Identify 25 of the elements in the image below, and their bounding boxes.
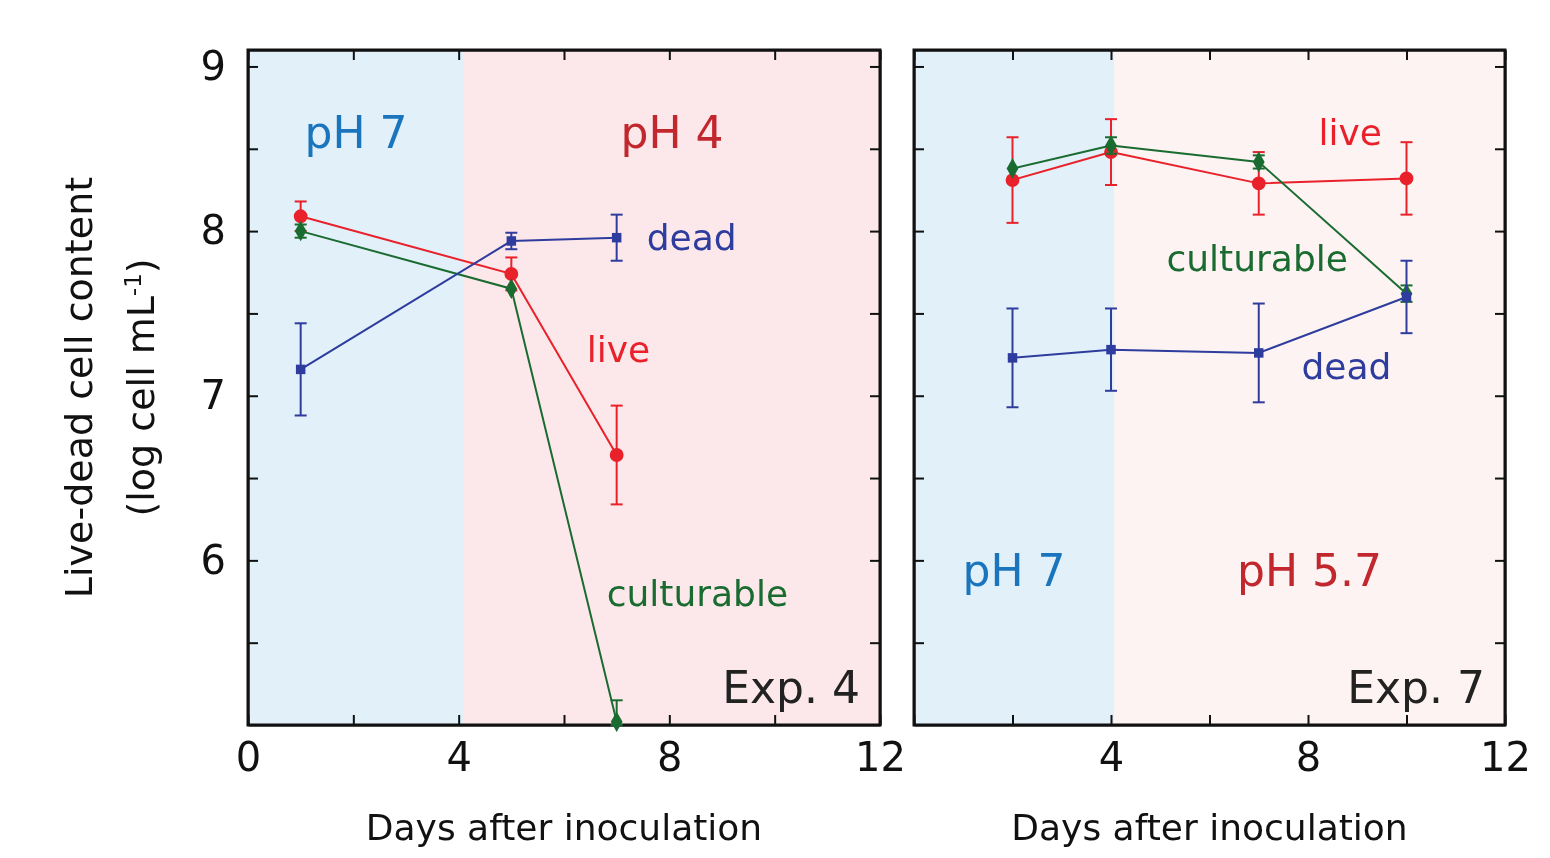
x-tick-label: 8 [1295,734,1322,781]
y-tick-label: 6 [200,536,226,583]
y-tick-label: 7 [200,372,226,419]
series-label: live [586,329,651,370]
band-label: pH 5.7 [1236,545,1382,597]
x-tick-label: 8 [657,734,683,781]
band-label: pH 4 [620,106,724,158]
band-label: pH 7 [304,106,408,158]
series-label: culturable [606,572,789,614]
series-label: dead [1301,345,1392,387]
x-axis-title: Days after inoculation [1011,807,1408,848]
series-label: live [1318,112,1382,154]
y-tick-label: 9 [200,42,226,89]
series-label: dead [646,216,737,258]
x-tick-label: 4 [446,734,472,781]
band-label: pH 7 [962,545,1066,597]
y-tick-label: 8 [200,207,226,254]
series-label: culturable [1166,237,1348,279]
x-tick-label: 0 [235,734,262,781]
annotation: Exp. 7 [1347,662,1485,713]
x-axis-title: Days after inoculation [365,807,763,848]
annotation: Exp. 4 [722,662,860,713]
x-tick-label: 12 [855,734,906,781]
x-tick-label: 4 [1098,734,1125,781]
x-tick-label: 12 [1480,734,1531,781]
